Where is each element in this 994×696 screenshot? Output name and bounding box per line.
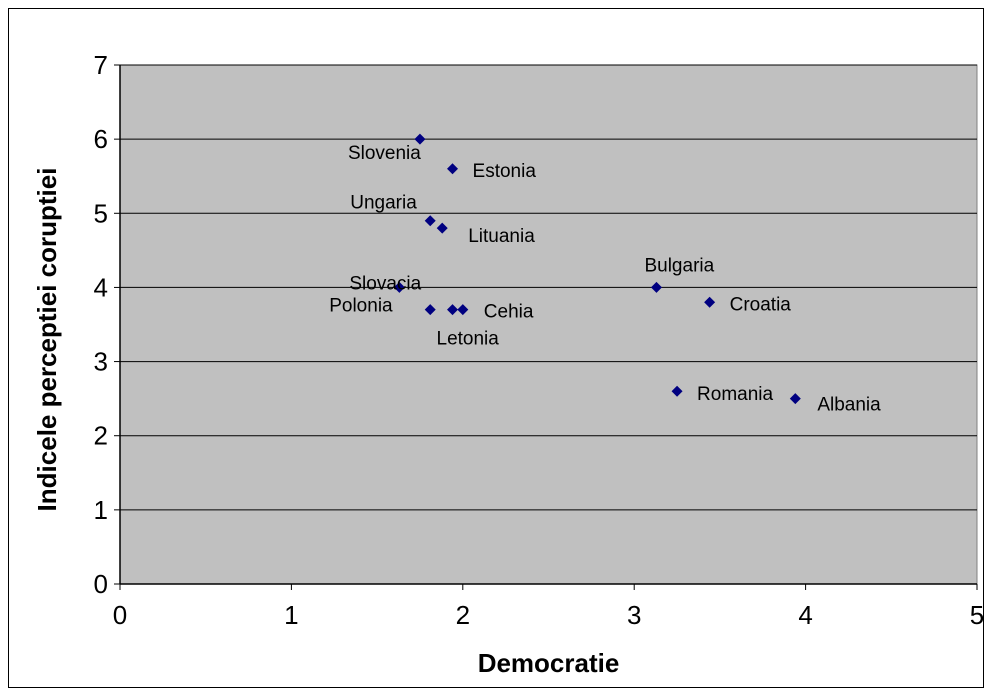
point-label-croatia: Croatia [730,294,792,315]
data-point-lituania [436,222,448,234]
x-tick-label: 4 [798,600,812,630]
y-tick-label: 5 [94,198,108,228]
data-point-slovenia [414,133,426,145]
y-tick-label: 1 [94,495,108,525]
axes [114,64,978,590]
data-point-ungaria [424,215,436,227]
y-tick-label: 6 [94,124,108,154]
data-point-polonia [424,304,436,316]
y-tick-label: 4 [94,272,108,302]
point-label-romania: Romania [697,384,773,405]
y-tick-label: 3 [94,347,108,377]
point-label-letonia: Letonia [437,329,500,350]
point-labels: Slovenia Estonia Ungaria Lituania Bulgaria Sl… [329,143,881,416]
y-axis-title: Indicele perceptiei coruptiei [32,168,62,512]
point-label-slovacia: Slovacia [349,273,421,294]
data-point-estonia [447,163,459,175]
data-point-romania [671,385,683,397]
data-point-bulgaria [650,281,662,293]
data-points [393,133,801,405]
point-label-albania: Albania [817,395,881,416]
data-point-albania [789,393,801,405]
x-tick-label: 0 [113,600,127,630]
x-axis-title: Democratie [478,648,620,678]
point-label-slovenia: Slovenia [348,143,421,164]
data-point-croatia [704,296,716,308]
x-tick-label: 3 [627,600,641,630]
point-label-bulgaria: Bulgaria [644,255,714,276]
x-tick-label: 1 [284,600,298,630]
point-label-estonia: Estonia [473,161,537,182]
y-tick-label: 2 [94,421,108,451]
x-tick-label: 2 [456,600,470,630]
data-point-slovacia [393,281,405,293]
data-point-letonia [447,304,459,316]
point-label-polonia: Polonia [329,296,393,317]
tick-labels: 0 1 2 3 4 5 0 1 2 3 4 5 6 7 [94,50,985,630]
y-tick-label: 0 [94,569,108,599]
plot-area [119,64,978,585]
point-label-ungaria: Ungaria [350,193,417,214]
point-label-lituania: Lituania [468,226,535,247]
x-tick-label: 5 [970,600,984,630]
gridlines [120,64,977,511]
data-point-cehia [457,304,469,316]
point-label-cehia: Cehia [484,302,534,323]
y-tick-label: 7 [94,50,108,80]
